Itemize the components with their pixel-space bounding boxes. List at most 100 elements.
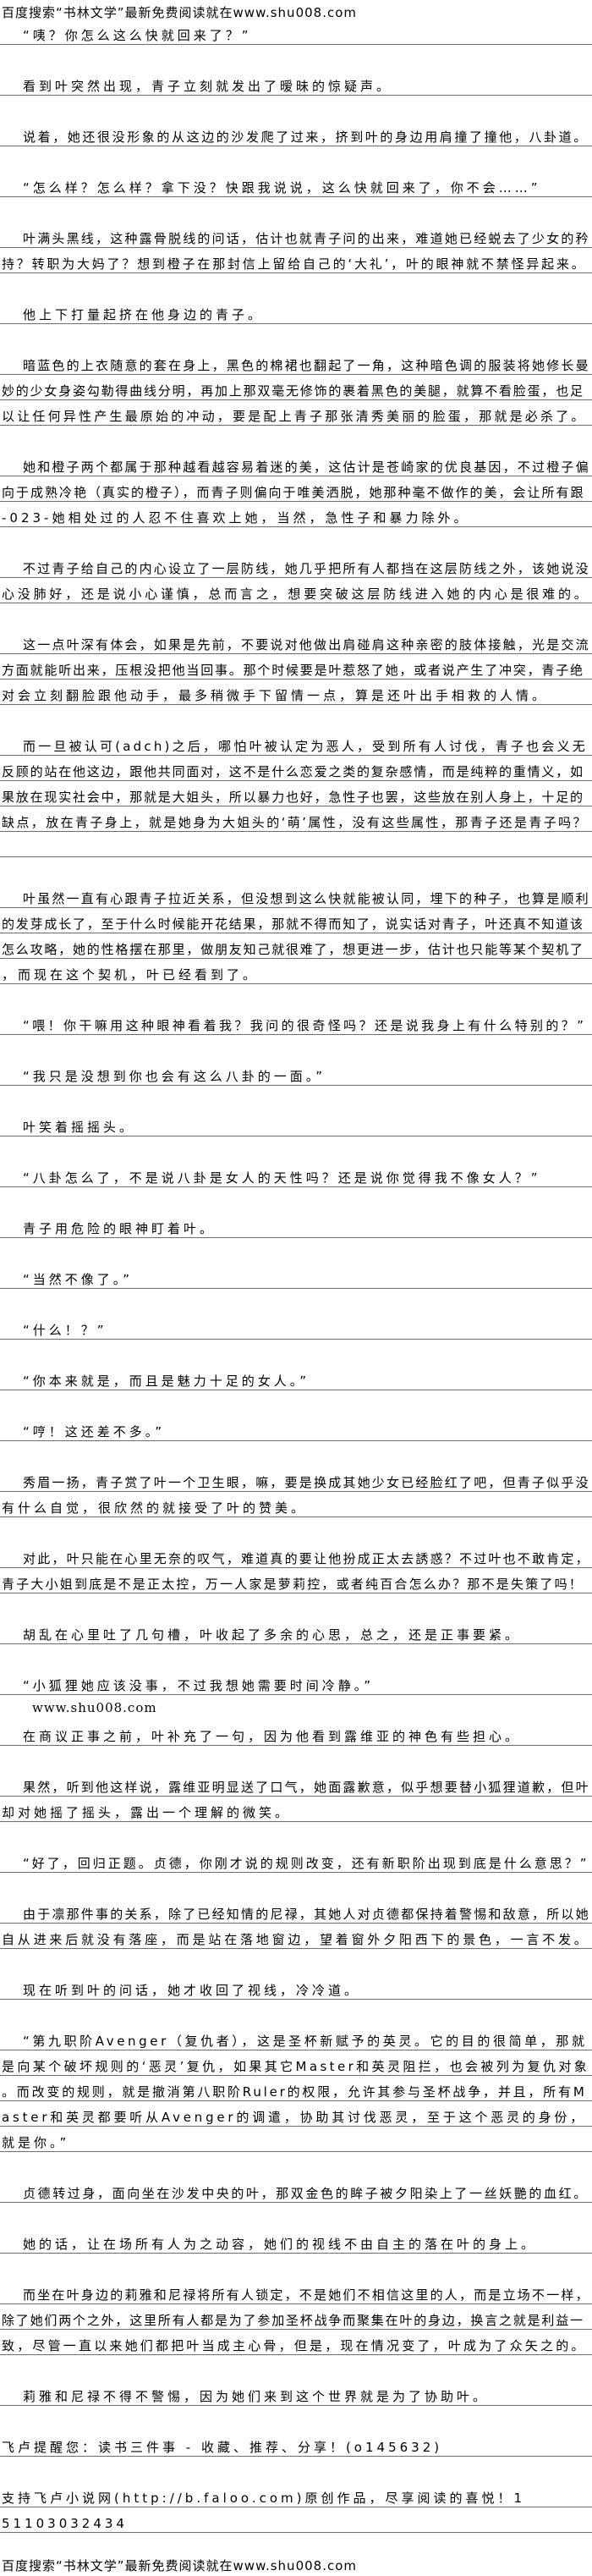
paragraph-gap [0, 603, 592, 629]
text-line: 持？转职为大妈了？想到橙子在那封信上留给自己的‘大礼’，叶的眼神就不禁怪异起来。 [0, 248, 592, 273]
text-line: “哼！这还差不多。” [0, 1416, 592, 1441]
text-line: 却对她摇了摇头，露出一个理解的微笑。 [0, 1797, 592, 1822]
text-line: 她和橙子两个都属于那种越看越容易着迷的美，这估计是苍崎家的优良基因，不过橙子偏 [0, 451, 592, 476]
text-line: 果然，听到他这样说，露维亚明显送了口气，她面露歉意，似乎想要替小狐狸道歉，但叶 [0, 1771, 592, 1797]
paragraph-gap [0, 527, 592, 553]
watermark-url: www.shu008.com [32, 1700, 157, 1715]
paragraph-text: “你本来就是，而且是魅力十足的女人。” [23, 1373, 310, 1389]
paragraph-text: 方面就能听出来，压根没把他当回事。那个时候要是叶惹怒了她，或者说产生了冲突，青子… [2, 663, 584, 678]
paragraph-gap [0, 2406, 592, 2431]
paragraph-text: 果放在现实社会中，那就是大姐头，所以暴力也好，急性子也罢，这些放在别人身上，十足… [2, 790, 584, 805]
paragraph-text: “小狐狸她应该没事，不过我想她需要时间冷静。” [23, 1678, 375, 1693]
paragraph-gap [0, 2355, 592, 2381]
paragraph-text: 她的话，让在场所有人为之动容，她们的视线不由自主的落在叶的身上。 [23, 2237, 538, 2252]
text-line: 秀眉一扬，青子赏了叶一个卫生眼，嘛，要是换成其她少女已经脸红了吧，但青子似乎没 [0, 1467, 592, 1492]
paragraph-gap [0, 1822, 592, 1847]
paragraph-gap [0, 1593, 592, 1619]
text-line [0, 832, 592, 857]
paragraph-gap [0, 2203, 592, 2228]
text-line: 的发芽成长了，至于什么时候能开花结果，那就不得而知了，说实话对青子，叶还真不知道… [0, 908, 592, 933]
paragraph-text: 青子大小姐到底是不是正太控，万一人家是萝莉控，或者纯百合怎么办？那不是失策了吗！ [2, 1577, 584, 1592]
paragraph-text: 胡乱在心里吐了几句槽，叶收起了多余的心思，总之，还是正事要紧。 [23, 1627, 522, 1643]
paragraph-text: “我只是没想到你也会有这么八卦的一面。” [23, 1069, 326, 1084]
paragraph-text: 自从进来后就没有落座，而是站在落地窗边，望着窗外夕阳西下的景色，一言不发。 [2, 1932, 590, 1947]
paragraph-gap [0, 1238, 592, 1263]
text-line: 贞德转过身，面向坐在沙发中央的叶，那双金色的眸子被夕阳染上了一丝妖艷的血红。 [0, 2177, 592, 2203]
paragraph-text: ，而现在这个契机，叶已经看到了。 [2, 967, 260, 983]
paragraph-text: 对会立刻翻脸跟他动手，最多稍微手下留情一点，算是还叶出手相救的人情。 [2, 688, 549, 703]
paragraph-text: 怎么攻略，她的性格摆在那里，做朋友知己就很难了，想更进一步，估计也只能等某个契机… [2, 942, 584, 957]
text-line: “怎么样？怎么样？拿下没？快跟我说说，这么快就回来了，你不会……” [0, 172, 592, 197]
text-line: aster和英灵都要听从Avenger的调遣，协助其讨伐恶灵，至于这个恶灵的身份… [0, 2101, 592, 2127]
text-line: 反顾的站在他这边，跟他共同面对，这不是什么恋爱之类的复杂感情，而是纯粹的重情义，… [0, 756, 592, 781]
paragraph-text: 除了她们两个之外，这里所有人都是为了参加圣杯战争而聚集在叶的身边，换言之就是利益… [2, 2313, 584, 2328]
text-line: 51103032434 [0, 2507, 592, 2533]
paragraph-text: 51103032434 [2, 2516, 128, 2531]
paragraph-text: 持？转职为大妈了？想到橙子在那封信上留给自己的‘大礼’，叶的眼神就不禁怪异起来。 [2, 256, 587, 272]
text-line: 看到叶突然出现，青子立刻就发出了暧昧的惊疑声。 [0, 70, 592, 96]
paragraph-text: 反顾的站在他这边，跟他共同面对，这不是什么恋爱之类的复杂感情，而是纯粹的重情义，… [2, 764, 584, 779]
paragraph-text: 致，尽管一直以来她们都把叶当成主心骨，但是，现在情况变了，叶成为了众矢之的。 [2, 2338, 587, 2353]
paragraph-text: 妙的少女身姿勾勒得曲线分明，再加上那双毫无修饰的裹着黑色的美腿，就算不看脸蛋，也… [2, 383, 584, 399]
paragraph-text: 秀眉一扬，青子赏了叶一个卫生眼，嘛，要是换成其她少女已经脸红了吧，但青子似乎没 [23, 1475, 590, 1490]
paragraph-text: 而一旦被认可(adch)之后，哪怕叶被认定为恶人，受到所有人讨伐，青子也会义无 [23, 739, 588, 754]
text-line: “小狐狸她应该没事，不过我想她需要时间冷静。” [0, 1670, 592, 1695]
paragraph-text: 有什么自觉，很欣然的就接受了叶的赞美。 [2, 1500, 308, 1516]
paragraph-text: 他上下打量起挤在他身边的青子。 [23, 307, 265, 322]
text-line: 暗蓝色的上衣随意的套在身上，黑色的棉裙也翻起了一角，这种暗色调的服装将她修长曼 [0, 350, 592, 375]
paragraph-text: 暗蓝色的上衣随意的套在身上，黑色的棉裙也翻起了一角，这种暗色调的服装将她修长曼 [23, 358, 590, 373]
paragraph-text: 而坐在叶身边的莉雅和尼禄将所有人锁定，不是她们不相信这里的人，而是立场不一样， [23, 2287, 590, 2303]
paragraph-text: 莉雅和尼禄不得不警惕，因为她们来到这个世界就是为了协助叶。 [23, 2389, 490, 2404]
text-line: “八卦怎么了，不是说八卦是女人的天性吗？还是说你觉得我不像女人？” [0, 1162, 592, 1187]
text-line: 向于成熟冷艳（真实的橙子），而青子则偏向于唯美洒脱，她那种毫不做作的美，会让所有… [0, 476, 592, 502]
text-line: 。而改变的规则，就是撤消第八职阶Ruler的权限，允许其参与圣杯战争，并且，所有… [0, 2076, 592, 2101]
paragraph-text: 叶笑着摇摇头。 [23, 1120, 136, 1135]
text-line: 而坐在叶身边的莉雅和尼禄将所有人锁定，不是她们不相信这里的人，而是立场不一样， [0, 2279, 592, 2304]
text-line: 有什么自觉，很欣然的就接受了叶的赞美。 [0, 1492, 592, 1517]
paragraph-text: 就是你。” [2, 2135, 70, 2150]
paragraph-gap [0, 197, 592, 223]
text-line: “第九职阶Avenger（复仇者），这是圣杯新赋予的英灵。它的目的很简单，那就 [0, 2025, 592, 2050]
text-line: 飞卢提醒您：读书三件事 - 收藏、推荐、分享！(o145632) [0, 2431, 592, 2457]
paragraph-text: “八卦怎么了，不是说八卦是女人的天性吗？还是说你觉得我不像女人？” [23, 1170, 541, 1186]
paragraph-gap [0, 1873, 592, 1898]
paragraph-text: “怎么样？怎么样？拿下没？快跟我说说，这么快就回来了，你不会……” [23, 180, 541, 195]
paragraph-text: 这一点叶深有体会，如果是先前，不要说对他做出肩碰肩这种亲密的肢体接触，光是交流 [23, 637, 590, 652]
paragraph-text: 心没肺好，还是说小心谨慎，总而言之，想要突破这层防线进入她的内心是很难的。 [2, 586, 590, 602]
text-line: 叶笑着摇摇头。 [0, 1111, 592, 1137]
paragraph-gap [0, 705, 592, 730]
paragraph-text: 对此，叶只能在心里无奈的叹气，难道真的要让他扮成正太去誘惑？不过叶也不敢肯定， [23, 1551, 590, 1566]
text-line: 由于凛那件事的关系，除了已经知情的尼禄，其她人对贞德都保持着警惕和敌意，所以她 [0, 1898, 592, 1924]
paragraph-gap [0, 1949, 592, 1974]
paragraph-text: “好了，回归正题。贞德，你刚才说的规则改变，还有新职阶出现到底是什么意思？” [23, 1856, 589, 1871]
text-line: 以让任何异性产生最原始的冲动，要是配上青子那张清秀美丽的脸蛋，那就是必杀了。 [0, 400, 592, 426]
text-line: 说着，她还很没形象的从这边的沙发爬了过来，挤到叶的身边用肩撞了撞他，八卦道。 [0, 121, 592, 146]
paragraph-text: 飞卢提醒您：读书三件事 - 收藏、推荐、分享！(o145632) [2, 2440, 443, 2455]
paragraph-gap [0, 1517, 592, 1543]
paragraph-text: “咦？你怎么这么快就回来了？” [23, 28, 252, 43]
paragraph-text: 以让任何异性产生最原始的冲动，要是配上青子那张清秀美丽的脸蛋，那就是必杀了。 [2, 409, 587, 424]
paragraph-gap [0, 45, 592, 70]
text-line: 而一旦被认可(adch)之后，哪怕叶被认定为恶人，受到所有人讨伐，青子也会义无 [0, 730, 592, 756]
paragraph-gap [0, 146, 592, 172]
paragraph-gap [0, 2457, 592, 2482]
text-line: 这一点叶深有体会，如果是先前，不要说对他做出肩碰肩这种亲密的肢体接触，光是交流 [0, 629, 592, 654]
paragraph-text: 说着，她还很没形象的从这边的沙发爬了过来，挤到叶的身边用肩撞了撞他，八卦道。 [23, 129, 589, 145]
text-line: 心没肺好，还是说小心谨慎，总而言之，想要突破这层防线进入她的内心是很难的。 [0, 578, 592, 603]
text-line: “当然不像了。” [0, 1263, 592, 1289]
text-line: “好了，回归正题。贞德，你刚才说的规则改变，还有新职阶出现到底是什么意思？” [0, 1847, 592, 1873]
paragraph-text: 的发芽成长了，至于什么时候能开花结果，那就不得而知了，说实话对青子，叶还真不知道… [2, 916, 584, 932]
header-ad-text: 百度搜索“书林文学”最新免费阅读就在www.shu008.com [2, 5, 358, 20]
paragraph-gap [0, 1086, 592, 1111]
text-line: “我只是没想到你也会有这么八卦的一面。” [0, 1060, 592, 1086]
paragraph-gap [0, 273, 592, 299]
paragraph-text: 向于成熟冷艳（真实的橙子），而青子则偏向于唯美洒脱，她那种毫不做作的美，会让所有… [2, 485, 585, 500]
paragraph-gap [0, 1390, 592, 1416]
text-line: 就是你。” [0, 2127, 592, 2152]
text-line: -023-她相处过的人忍不住喜欢上她，当然，急性子和暴力除外。 [0, 502, 592, 527]
text-line: 对会立刻翻脸跟他动手，最多稍微手下留情一点，算是还叶出手相救的人情。 [0, 680, 592, 705]
text-line: 叶满头黑线，这种露骨脱线的问话，估计也就青子问的出来，难道她已经蜕去了少女的矜 [0, 223, 592, 248]
paragraph-gap [0, 1035, 592, 1060]
text-line: 缺点，放在青子身上，就是她身为大姐头的‘萌’属性，没有这些属性，那青子还是青子吗… [0, 806, 592, 832]
text-line: “你本来就是，而且是魅力十足的女人。” [0, 1365, 592, 1390]
